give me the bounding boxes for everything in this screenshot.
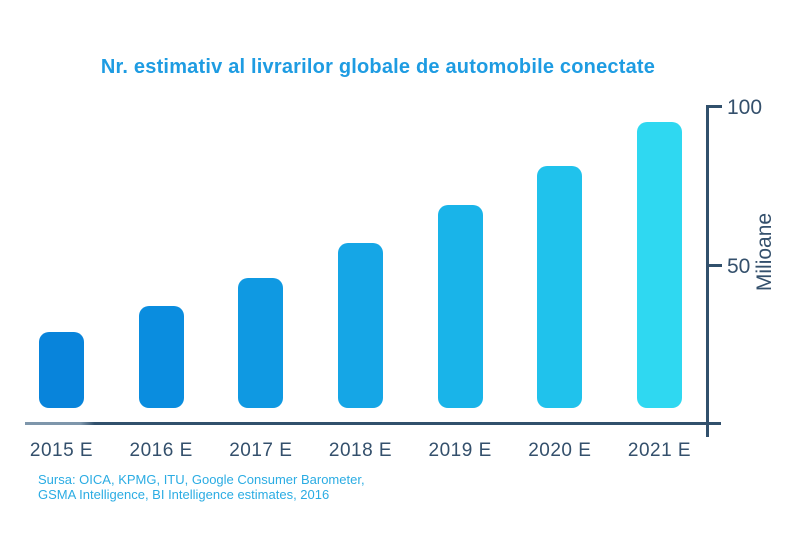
x-tick-label: 2016 E [129,440,193,461]
bar-2019-e [437,204,483,408]
x-tick-label: 2018 E [328,440,393,461]
bar-2017-e [238,277,284,408]
y-tick-label: 50 [727,255,751,278]
y-tick-mark [706,104,722,108]
x-tick-label: 2017 E [229,440,293,461]
source-note: Sursa: OICA, KPMG, ITU, Google Consumer … [38,472,365,502]
x-axis-line [25,422,721,425]
y-tick-label: 100 [727,96,763,119]
bar-2016-e [138,306,184,408]
source-note-line2: GSMA Intelligence, BI Intelligence estim… [38,487,330,502]
x-tick-label: 2015 E [29,440,94,461]
bar-2015-e [39,331,84,408]
x-tick-label: 2020 E [528,440,592,461]
x-tick-label: 2021 E [627,440,692,461]
bar-2021-e [637,121,683,408]
y-tick-mark [706,263,722,267]
y-axis-line [706,105,709,437]
bar-2020-e [537,166,583,408]
y-axis-title-label: Milioane [753,212,776,292]
source-note-line1: Sursa: OICA, KPMG, ITU, Google Consumer … [38,472,365,487]
chart-title: Nr. estimativ al livrarilor globale de a… [100,56,656,78]
bar-2018-e [338,242,383,408]
x-tick-label: 2019 E [428,440,492,461]
